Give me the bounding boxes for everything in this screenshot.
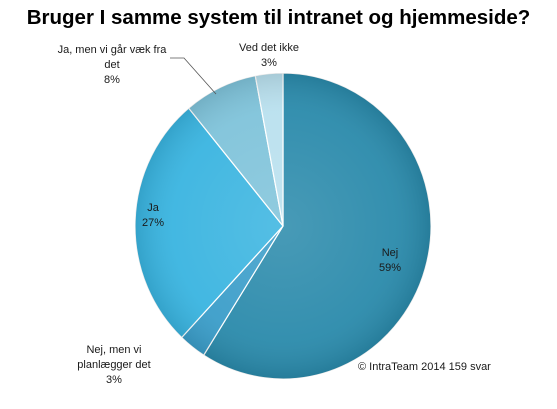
slice-category-label: planlægger det [77, 359, 150, 371]
slice-value-label: 59% [379, 262, 401, 274]
slice-category-label: Nej [382, 247, 399, 259]
leader-line [170, 57, 217, 95]
slice-label-0: Nej 59% [379, 247, 401, 274]
pie-slices [134, 72, 432, 380]
slice-value-label: 27% [142, 217, 164, 229]
slice-category-label: Ja [147, 202, 160, 214]
slice-label-3: Ja, men vi går væk fra det 8% [58, 44, 168, 86]
slice-category-label: Ved det ikke [239, 42, 299, 54]
slice-value-label: 3% [106, 374, 122, 386]
slice-label-4: Ved det ikke 3% [239, 42, 299, 69]
slice-category-label: Nej, men vi [86, 344, 141, 356]
slice-labels: Nej 59%Nej, men vi planlægger det 3%Ja 27%Ja… [58, 42, 402, 386]
slice-label-2: Ja 27% [142, 202, 164, 229]
slice-value-label: 3% [261, 57, 277, 69]
source-note: © IntraTeam 2014 159 svar [358, 361, 491, 373]
slice-category-label: det [104, 59, 119, 71]
slice-category-label: Ja, men vi går væk fra [58, 44, 168, 56]
leader-lines [170, 57, 217, 95]
chart-title: Bruger I samme system til intranet og hj… [26, 6, 531, 29]
slice-value-label: 8% [104, 74, 120, 86]
slice-label-1: Nej, men vi planlægger det 3% [77, 344, 150, 386]
